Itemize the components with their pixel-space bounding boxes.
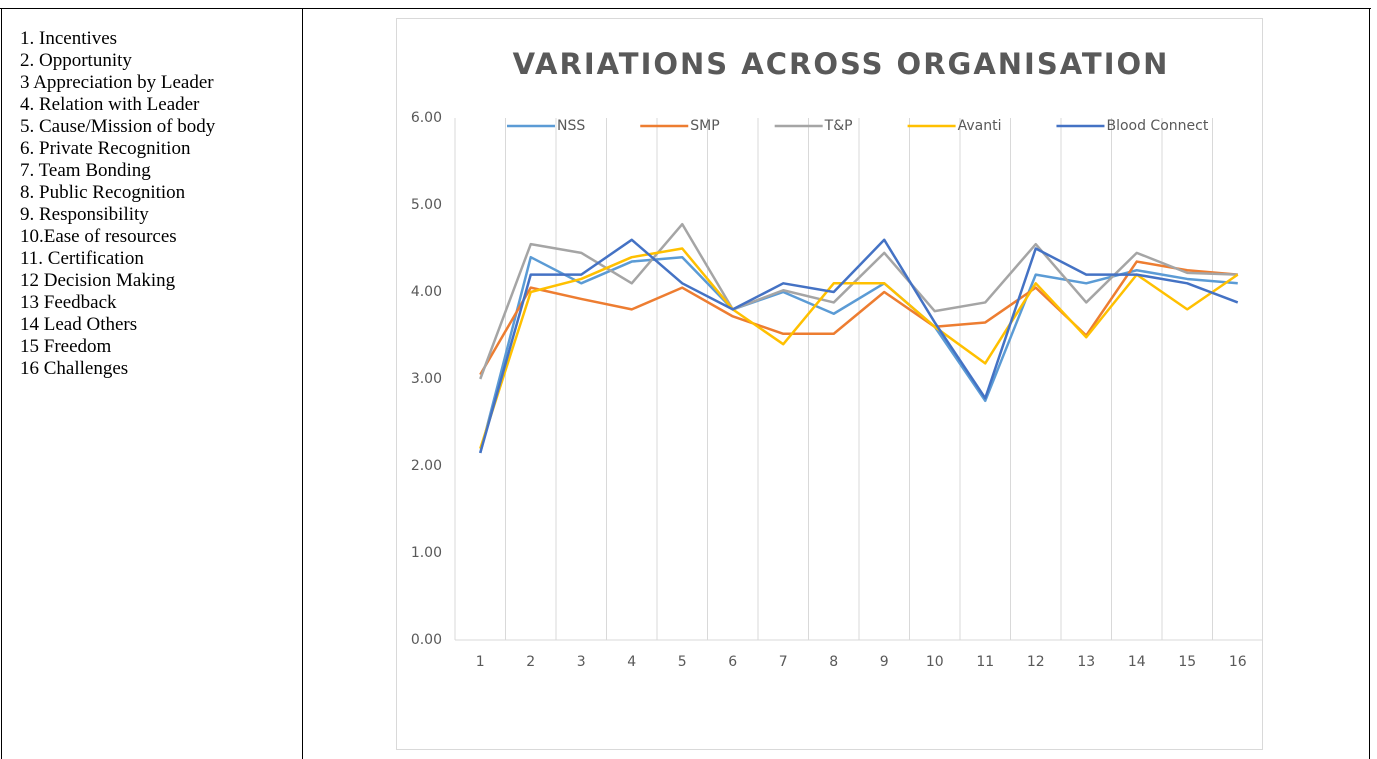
table-border — [1369, 8, 1370, 759]
y-tick-label: 5.00 — [411, 197, 442, 213]
x-tick-label: 15 — [1178, 654, 1196, 670]
list-item: 11. Certification — [20, 248, 144, 269]
x-tick-label: 7 — [779, 654, 788, 670]
legend-label: Avanti — [958, 118, 1002, 134]
x-tick-label: 5 — [678, 654, 687, 670]
x-tick-label: 16 — [1229, 654, 1247, 670]
legend-label: Blood Connect — [1106, 118, 1208, 134]
y-tick-label: 0.00 — [411, 632, 442, 648]
series-line — [479, 260, 1238, 376]
x-tick-label: 13 — [1077, 654, 1095, 670]
list-item: 3 Appreciation by Leader — [20, 72, 214, 93]
chart-frame: VARIATIONS ACROSS ORGANISATION 0.00 1.00 2… — [396, 18, 1264, 750]
x-tick-label: 4 — [627, 654, 636, 670]
x-tick-label: 8 — [829, 654, 838, 670]
y-tick-label: 6.00 — [411, 110, 442, 126]
legend-label: T&P — [824, 118, 853, 134]
table-border — [302, 8, 303, 759]
legend-label: NSS — [557, 118, 585, 134]
x-tick-label: 14 — [1128, 654, 1146, 670]
list-item: 6. Private Recognition — [20, 138, 191, 159]
series-line — [479, 247, 1239, 449]
list-item: 14 Lead Others — [20, 314, 138, 335]
list-item: 8. Public Recognition — [20, 182, 186, 203]
list-item: 4. Relation with Leader — [20, 94, 200, 115]
list-item: 10.Ease of resources — [20, 226, 177, 247]
list-item: 12 Decision Making — [20, 270, 176, 291]
x-tick-label: 9 — [880, 654, 889, 670]
factor-list: 1. Incentives 2. Opportunity 3 Appreciatio… — [20, 28, 290, 380]
list-item: 16 Challenges — [20, 358, 129, 379]
chart-title: VARIATIONS ACROSS ORGANISATION — [513, 47, 1170, 81]
x-tick-label: 11 — [976, 654, 994, 670]
x-tick-label: 12 — [1027, 654, 1045, 670]
chart: VARIATIONS ACROSS ORGANISATION 0.00 1.00 2… — [411, 47, 1264, 670]
table-border — [1, 8, 2, 759]
list-item: 15 Freedom — [20, 336, 112, 357]
x-tick-label: 1 — [476, 654, 485, 670]
list-item: 7. Team Bonding — [20, 160, 151, 181]
x-tick-label: 3 — [577, 654, 586, 670]
x-tick-label: 2 — [526, 654, 535, 670]
legend-label: SMP — [690, 118, 719, 134]
x-tick-label: 10 — [926, 654, 944, 670]
list-item: 9. Responsibility — [20, 204, 149, 225]
list-item: 1. Incentives — [20, 28, 118, 49]
list-item: 13 Feedback — [20, 292, 117, 313]
y-tick-label: 4.00 — [411, 284, 442, 300]
x-tick-label: 6 — [728, 654, 737, 670]
y-tick-label: 3.00 — [411, 371, 442, 387]
y-tick-label: 1.00 — [411, 545, 442, 561]
list-item: 2. Opportunity — [20, 50, 132, 71]
table-border — [0, 8, 1371, 9]
series-line — [479, 238, 1239, 454]
list-item: 5. Cause/Mission of body — [20, 116, 216, 137]
y-tick-label: 2.00 — [411, 458, 442, 474]
